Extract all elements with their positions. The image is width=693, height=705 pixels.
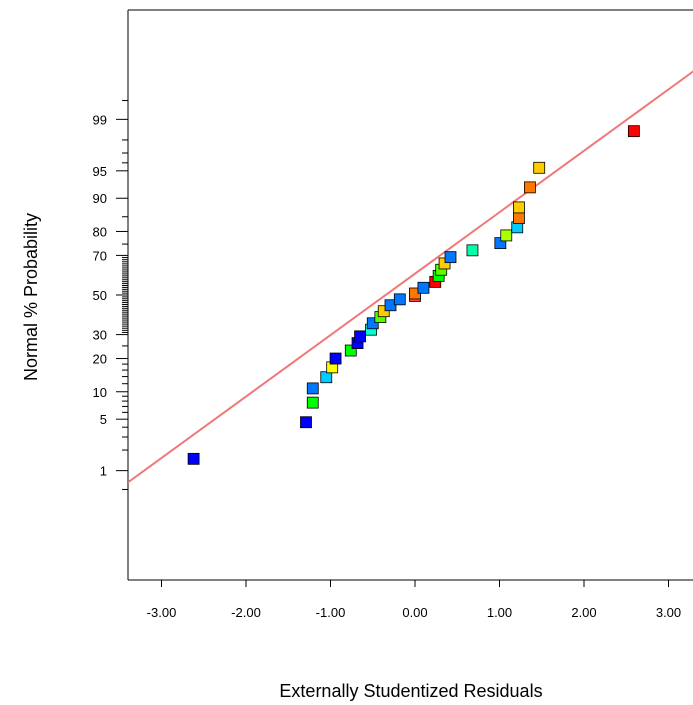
- data-point: [466, 244, 479, 257]
- y-minor-ticks: [122, 100, 128, 490]
- data-point: [444, 251, 457, 264]
- x-tick-label: 0.00: [402, 605, 427, 620]
- y-axis-title: Normal % Probability: [21, 213, 41, 381]
- y-tick-label: 50: [93, 288, 107, 303]
- x-axis: -3.00 -2.00 -1.00 0.00 1.00 2.00 3.00: [147, 580, 681, 620]
- x-tick-label: -2.00: [231, 605, 261, 620]
- y-axis: 1 5 10 20 30 50 70 80 90 95 99: [93, 112, 128, 479]
- y-tick-label: 80: [93, 224, 107, 239]
- y-tick-label: 95: [93, 164, 107, 179]
- data-point: [417, 281, 430, 294]
- x-tick-label: 2.00: [571, 605, 596, 620]
- y-tick-label: 90: [93, 191, 107, 206]
- data-point: [393, 293, 406, 306]
- data-point: [533, 161, 546, 174]
- x-tick-label: -1.00: [316, 605, 346, 620]
- y-tick-label: 10: [93, 385, 107, 400]
- reference-line-group: [128, 70, 693, 484]
- data-point: [300, 416, 312, 429]
- data-point: [500, 229, 513, 242]
- data-point: [524, 181, 536, 194]
- data-point: [320, 371, 333, 384]
- y-tick-label: 5: [100, 412, 107, 427]
- data-point: [344, 344, 357, 357]
- x-tick-label: 1.00: [487, 605, 512, 620]
- data-point: [513, 201, 525, 214]
- data-point: [377, 305, 390, 318]
- data-point: [306, 382, 319, 395]
- data-point: [366, 317, 379, 330]
- data-point: [354, 330, 366, 343]
- data-points: [187, 125, 640, 465]
- y-tick-label: 99: [93, 112, 107, 127]
- data-point: [187, 452, 200, 465]
- data-point: [513, 212, 525, 224]
- x-tick-label: -3.00: [147, 605, 177, 620]
- y-tick-label: 70: [93, 248, 107, 263]
- data-point: [306, 396, 319, 409]
- data-point: [438, 257, 451, 270]
- x-axis-title: Externally Studentized Residuals: [279, 681, 542, 701]
- y-tick-label: 1: [100, 464, 107, 479]
- y-tick-label: 30: [93, 328, 107, 343]
- reference-line: [128, 70, 693, 484]
- data-point: [329, 352, 342, 365]
- x-tick-label: 3.00: [656, 605, 681, 620]
- y-tick-label: 20: [93, 352, 107, 367]
- data-point: [494, 237, 507, 250]
- data-point: [627, 125, 640, 138]
